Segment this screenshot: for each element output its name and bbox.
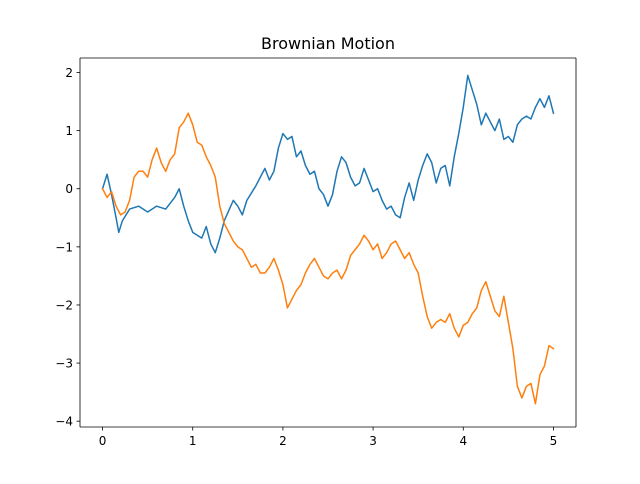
x-tick-label: 5 [550,434,558,448]
y-tick-label: 2 [65,66,73,80]
x-tick-label: 2 [279,434,287,448]
series-line-2 [101,112,555,405]
series-line-1 [101,74,555,254]
x-tick-label: 4 [459,434,467,448]
y-tick-label: −2 [55,298,73,312]
plot-area [79,57,577,428]
y-tick-label: −1 [55,240,73,254]
y-tick-label: −3 [55,357,73,371]
x-tick-label: 3 [369,434,377,448]
chart-title: Brownian Motion [261,34,395,53]
x-tick-label: 0 [99,434,107,448]
x-tick-label: 1 [189,434,197,448]
y-axis: −4 −3 −2 −1 0 1 2 [55,66,80,429]
y-tick-label: 1 [65,124,73,138]
y-tick-label: 0 [65,182,73,196]
x-axis: 0 1 2 3 4 5 [99,427,558,448]
y-tick-label: −4 [55,415,73,429]
